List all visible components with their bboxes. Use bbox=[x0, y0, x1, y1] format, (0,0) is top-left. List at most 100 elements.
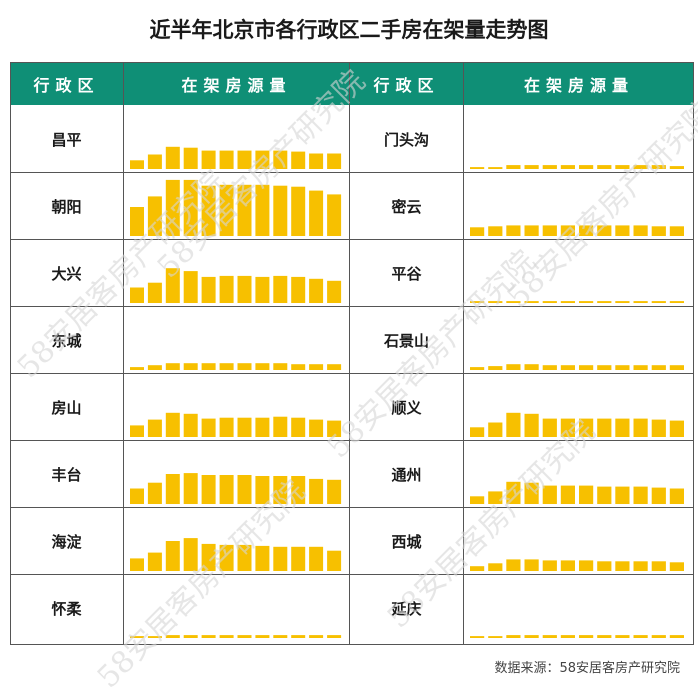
district-name: 西城 bbox=[391, 532, 422, 551]
bar bbox=[669, 166, 684, 169]
bar bbox=[579, 225, 594, 236]
table-border bbox=[10, 62, 694, 645]
bar bbox=[669, 635, 684, 638]
bar bbox=[183, 635, 198, 638]
district-name: 通州 bbox=[391, 465, 422, 484]
bar bbox=[147, 419, 162, 437]
bar bbox=[201, 635, 216, 638]
table-row: 房山 顺义 bbox=[10, 374, 694, 441]
bar bbox=[165, 268, 180, 303]
bar bbox=[633, 365, 648, 370]
bar bbox=[560, 418, 575, 437]
bar bbox=[130, 207, 144, 236]
bar bbox=[524, 165, 539, 169]
header-listing-right: 在架房源量 bbox=[464, 62, 694, 105]
bar bbox=[542, 635, 557, 638]
bar bbox=[255, 417, 270, 437]
bar bbox=[651, 165, 666, 169]
bar bbox=[597, 301, 612, 303]
table-row: 昌平 门头沟 bbox=[10, 106, 694, 173]
bar bbox=[542, 560, 557, 571]
chart-title: 近半年北京市各行政区二手房在架量走势图 bbox=[149, 18, 549, 42]
bar bbox=[147, 154, 162, 169]
bar bbox=[542, 165, 557, 169]
bar bbox=[237, 184, 252, 236]
header-listing-left: 在架房源量 bbox=[124, 62, 349, 105]
header-district-left: 行政区 bbox=[10, 62, 123, 105]
bar bbox=[291, 364, 306, 370]
bar bbox=[633, 301, 648, 303]
bar bbox=[147, 482, 162, 504]
bar bbox=[255, 635, 270, 638]
bar bbox=[183, 413, 198, 437]
bar bbox=[201, 150, 216, 169]
bar bbox=[183, 147, 198, 169]
bar bbox=[651, 301, 666, 303]
bar bbox=[506, 364, 521, 370]
district-name: 海淀 bbox=[51, 532, 82, 551]
table-row: 丰台 通州 bbox=[10, 441, 694, 508]
bar bbox=[273, 150, 288, 169]
bar bbox=[165, 179, 180, 236]
bar bbox=[470, 227, 485, 236]
district-name: 石景山 bbox=[383, 331, 429, 350]
bar bbox=[327, 364, 342, 370]
bar bbox=[273, 635, 288, 638]
bar bbox=[579, 485, 594, 504]
sparkline-chart bbox=[470, 559, 684, 571]
bar bbox=[273, 476, 288, 504]
bar bbox=[130, 488, 144, 504]
bar bbox=[579, 560, 594, 571]
district-table: 行政区 在架房源量 行政区 在架房源量 昌平 门头沟 朝阳 密云 大兴 平谷 东城 石景山 房山… bbox=[10, 62, 694, 645]
district-name: 大兴 bbox=[51, 264, 82, 283]
district-name: 房山 bbox=[51, 398, 82, 417]
bar bbox=[309, 364, 324, 370]
sparkline-chart bbox=[470, 165, 684, 169]
bar bbox=[183, 473, 198, 504]
bar bbox=[615, 365, 630, 370]
bar bbox=[327, 194, 342, 236]
bar bbox=[633, 635, 648, 638]
bar bbox=[615, 418, 630, 437]
bar bbox=[615, 561, 630, 571]
bar bbox=[524, 364, 539, 370]
bar bbox=[291, 417, 306, 437]
bar bbox=[560, 365, 575, 370]
bar bbox=[273, 275, 288, 303]
sparkline-chart bbox=[470, 412, 684, 437]
bar bbox=[237, 275, 252, 303]
bar bbox=[147, 196, 162, 236]
bar bbox=[183, 179, 198, 236]
bar bbox=[615, 225, 630, 236]
bar bbox=[219, 635, 234, 638]
sparkline-chart bbox=[130, 179, 342, 236]
district-name: 丰台 bbox=[51, 465, 82, 484]
bar bbox=[255, 363, 270, 370]
bar bbox=[165, 635, 180, 638]
bar bbox=[255, 184, 270, 236]
bar bbox=[130, 636, 144, 638]
column-divider bbox=[349, 62, 350, 645]
bar bbox=[219, 363, 234, 370]
district-name: 密云 bbox=[391, 197, 422, 216]
bar bbox=[506, 301, 521, 303]
bar bbox=[219, 475, 234, 504]
bar bbox=[201, 418, 216, 437]
bar bbox=[183, 538, 198, 571]
bar bbox=[651, 365, 666, 370]
bar bbox=[579, 165, 594, 169]
bar bbox=[524, 413, 539, 437]
district-name: 东城 bbox=[51, 331, 82, 350]
district-name: 怀柔 bbox=[51, 599, 82, 618]
bar bbox=[615, 301, 630, 303]
bar bbox=[147, 282, 162, 303]
bar bbox=[560, 165, 575, 169]
bar bbox=[560, 485, 575, 504]
bar bbox=[488, 226, 503, 236]
bar bbox=[597, 165, 612, 169]
bar bbox=[542, 485, 557, 504]
bar bbox=[165, 146, 180, 169]
bar bbox=[633, 165, 648, 169]
bar bbox=[165, 474, 180, 504]
bar bbox=[597, 561, 612, 571]
